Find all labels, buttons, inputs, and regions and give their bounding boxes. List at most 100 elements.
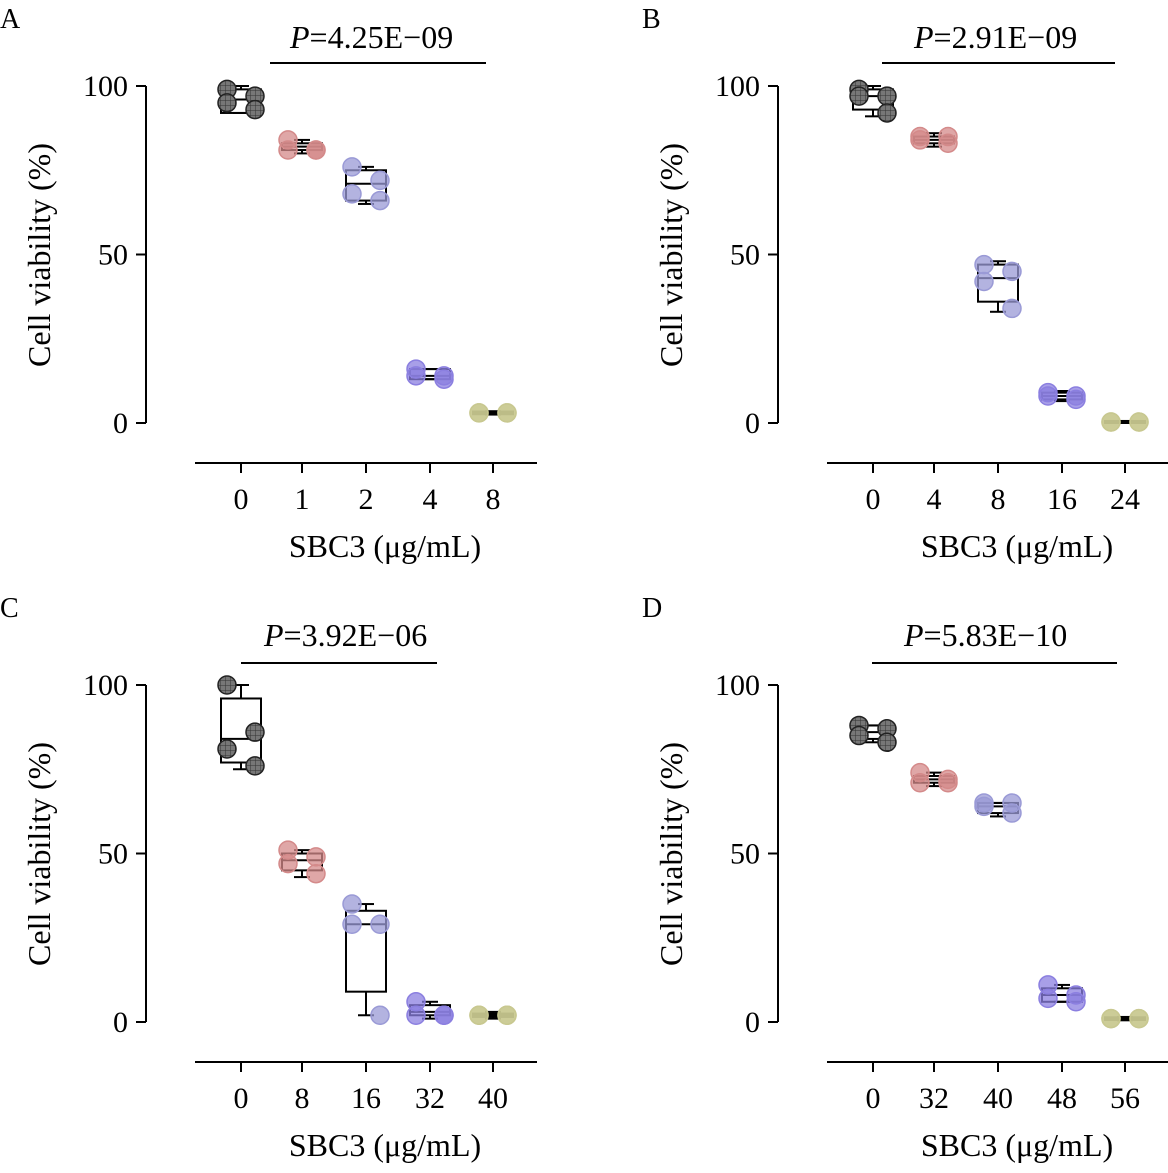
p-value-text: =2.91E−09 [934,19,1078,55]
data-point [849,86,869,106]
data-point [245,756,265,776]
x-axis-title: SBC3 (μg/mL) [921,528,1113,564]
data-point [497,403,517,423]
box-group [278,840,326,884]
p-value-label: P=5.83E−10 [903,617,1067,653]
x-tick-label: 16 [351,1082,381,1115]
box [345,909,387,993]
box-group [406,359,454,389]
p-value-prefix: P [289,19,310,55]
data-point [370,190,390,211]
box-group [849,79,897,123]
data-point [849,725,869,746]
plot-area: 0 50 100 0 4 8 16 24 [715,62,1168,516]
data-point [217,93,237,113]
x-tick-label: 24 [1110,483,1140,516]
data-point [370,914,390,935]
data-point [370,170,390,191]
data-point [306,140,326,160]
p-value-prefix: P [903,617,924,653]
box-group [849,715,897,753]
panel-c: C P=3.92E−06 Cell viability (%) SBC3 (μg… [0,593,537,1163]
x-tick-label: 40 [983,1082,1013,1115]
plot-area: 0 50 100 0 1 2 4 8 [83,62,537,516]
y-axis-title: Cell viability (%) [653,143,689,367]
data-point [877,732,897,753]
data-point [497,1005,517,1026]
x-tick-label: 16 [1047,483,1077,516]
y-tick-label: 100 [715,669,760,702]
y-tick-label: 50 [730,838,760,871]
x-tick-label: 56 [1110,1082,1140,1115]
p-value-label: P=4.25E−09 [289,19,453,55]
box-group [1038,382,1086,410]
data-point [342,184,362,204]
x-axis-title: SBC3 (μg/mL) [921,1127,1113,1163]
panel-b: B P=2.91E−09 Cell viability (%) SBC3 (μg… [642,4,1168,564]
data-point [245,722,265,742]
box-group [342,157,390,211]
data-point [910,772,930,793]
box-group [910,762,958,793]
box-group [469,403,517,423]
panel-d: D P=5.83E−10 Cell viability (%) SBC3 (μg… [642,593,1168,1163]
box-group [1101,412,1149,432]
panel-label: A [0,4,21,35]
x-tick-label: 4 [423,483,438,516]
data-point [370,1005,390,1026]
x-tick-label: 32 [415,1082,445,1115]
y-axis-title: Cell viability (%) [21,143,57,367]
panel-label: C [0,593,19,624]
data-point [877,103,897,123]
x-axis-title: SBC3 (μg/mL) [289,1127,481,1163]
box-group [1101,1008,1149,1029]
x-tick-label: 8 [991,483,1006,516]
data-point [1002,803,1022,823]
data-point [974,254,994,275]
data-point [217,739,237,759]
p-value-text: =3.92E−06 [284,617,428,653]
data-point [434,369,454,389]
x-tick-label: 8 [295,1082,310,1115]
y-tick-label: 0 [113,1006,128,1039]
data-point [1002,261,1022,282]
y-axis-title: Cell viability (%) [653,742,689,966]
box-group [278,130,326,160]
box-group [217,675,265,776]
p-value-prefix: P [263,617,284,653]
y-tick-label: 100 [715,70,760,103]
y-tick-label: 50 [98,239,128,272]
x-tick-label: 32 [919,1082,949,1115]
data-point [877,86,897,106]
data-point [938,133,958,154]
y-tick-label: 0 [113,407,128,440]
data-point [342,914,362,935]
data-point [342,894,362,914]
box-group [342,894,390,1026]
x-tick-label: 0 [234,1082,249,1115]
x-axis-title: SBC3 (μg/mL) [289,528,481,564]
p-value-label: P=3.92E−06 [263,617,427,653]
data-point [1038,988,1058,1009]
data-point [406,1005,426,1026]
y-tick-label: 100 [83,669,128,702]
data-point [1038,386,1058,406]
data-point [910,130,930,150]
box-group [910,126,958,154]
data-point [1101,412,1121,432]
plot-area: 0 50 100 0 32 40 48 56 [715,662,1168,1115]
panel-a: A P=4.25E−09 Cell viability (%) SBC3 (μg… [0,4,537,564]
x-tick-label: 0 [866,483,881,516]
x-tick-label: 40 [478,1082,508,1115]
y-axis-title: Cell viability (%) [21,742,57,966]
x-tick-label: 48 [1047,1082,1077,1115]
data-point [245,99,265,120]
data-point [469,1005,489,1026]
plot-area: 0 50 100 0 8 16 32 40 [83,662,537,1115]
x-tick-label: 4 [927,483,942,516]
x-tick-label: 0 [234,483,249,516]
data-point [1066,389,1086,410]
data-point [1002,298,1022,319]
p-value-text: =4.25E−09 [310,19,454,55]
